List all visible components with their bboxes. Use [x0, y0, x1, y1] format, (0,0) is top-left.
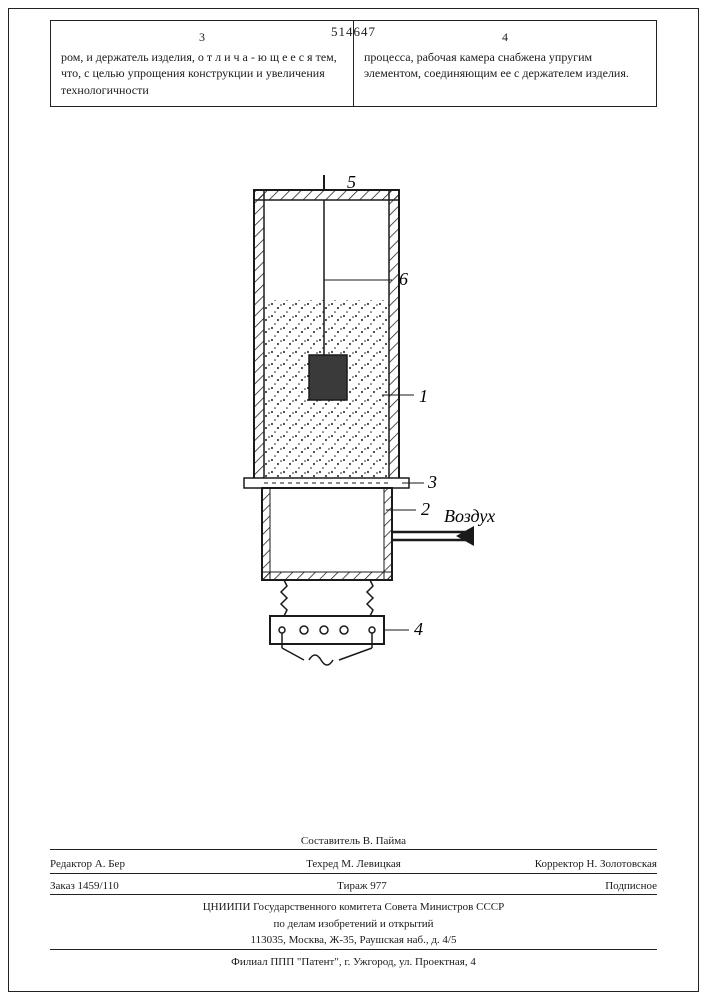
right-column-text: процесса, рабочая камера снабжена упруги… [364, 50, 629, 80]
svg-text:3: 3 [427, 472, 437, 492]
footer-order: Заказ 1459/110 [50, 878, 119, 895]
footer-inst-line2: по делам изобретений и открытий [50, 916, 657, 933]
footer-order-row: Заказ 1459/110 Тираж 977 Подписное [50, 873, 657, 895]
left-column: 3 ром, и держатель изделия, о т л и ч а … [51, 21, 354, 106]
figure-diagram: 5 6 1 3 2 Воздух [174, 170, 534, 710]
footer-inst-line1: ЦНИИПИ Государственного комитета Совета … [50, 899, 657, 916]
footer-address: 113035, Москва, Ж-35, Раушская наб., д. … [50, 932, 657, 949]
footer-credits-row: Редактор А. Бер Техред М. Левицкая Корре… [50, 849, 657, 873]
page-number-left: 3 [61, 29, 343, 45]
footer-corrector: Корректор Н. Золотовская [457, 856, 657, 873]
svg-text:6: 6 [399, 269, 408, 289]
svg-text:4: 4 [414, 619, 423, 639]
page-number-right: 4 [364, 29, 646, 45]
header-columns: 3 ром, и держатель изделия, о т л и ч а … [50, 20, 657, 107]
footer-branch: Филиал ППП "Патент", г. Ужгород, ул. Про… [50, 954, 657, 971]
footer-subscription: Подписное [605, 878, 657, 895]
footer-institution: ЦНИИПИ Государственного комитета Совета … [50, 894, 657, 949]
air-label: Воздух [444, 506, 495, 526]
footer-editor: Редактор А. Бер [50, 856, 250, 873]
footer-print-run: Тираж 977 [337, 878, 387, 895]
footer-tech-editor: Техред М. Левицкая [253, 856, 453, 873]
svg-text:2: 2 [421, 499, 430, 519]
footer-branch-row: Филиал ППП "Патент", г. Ужгород, ул. Про… [50, 949, 657, 971]
footer-compiler: Составитель В. Пайма [50, 833, 657, 850]
left-column-text: ром, и держатель изделия, о т л и ч а - … [61, 50, 337, 96]
right-column: 4 процесса, рабочая камера снабжена упру… [354, 21, 656, 106]
svg-text:1: 1 [419, 386, 428, 406]
footer-block: Составитель В. Пайма Редактор А. Бер Тех… [50, 833, 657, 971]
